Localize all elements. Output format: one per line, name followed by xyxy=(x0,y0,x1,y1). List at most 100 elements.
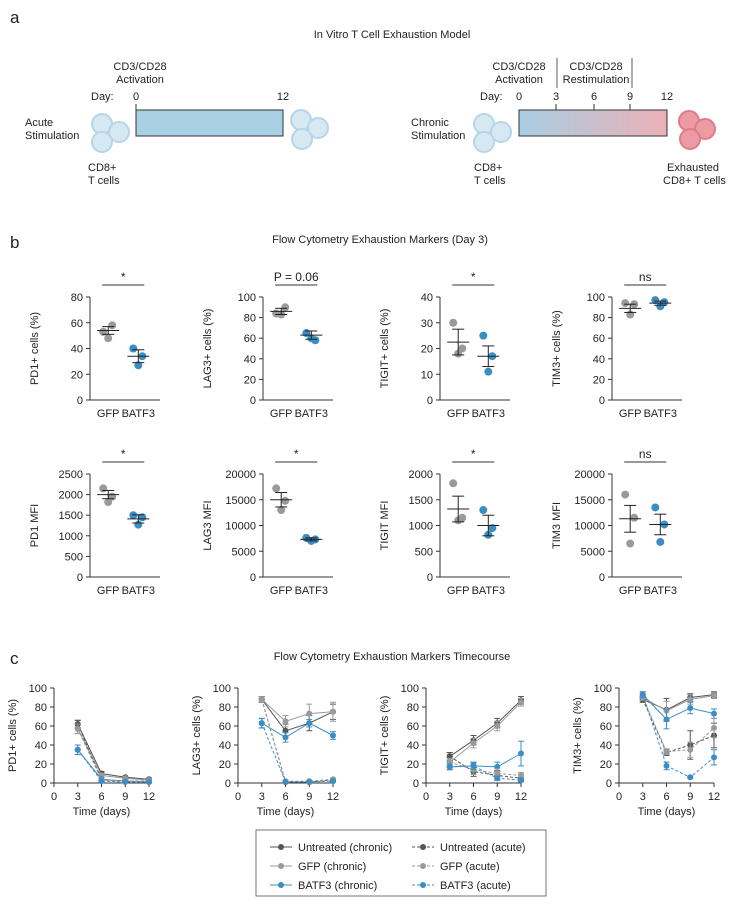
acute-cells-line2: T cells xyxy=(88,175,120,187)
chronic-day-9: 9 xyxy=(627,91,633,103)
y-tick-label: 0 xyxy=(250,572,256,584)
data-point-batf3 xyxy=(479,506,488,515)
data-point xyxy=(258,720,265,727)
legend-item: Untreated (acute) xyxy=(412,842,526,854)
x-tick-label: BATF3 xyxy=(122,408,155,420)
series-untreated-acute xyxy=(639,696,717,760)
data-point-batf3 xyxy=(479,331,488,340)
data-point-gfp xyxy=(449,318,458,327)
panel-c: c Flow Cytometry Exhaustion Markers Time… xyxy=(7,649,720,818)
x-axis-label: Time (days) xyxy=(73,806,131,818)
legend-item: Untreated (chronic) xyxy=(270,842,392,854)
x-tick-label: 0 xyxy=(616,791,622,803)
data-point-batf3 xyxy=(651,503,660,512)
y-tick-label: 60 xyxy=(219,721,231,733)
chronic-day-6: 6 xyxy=(591,91,597,103)
acute-day-end: 12 xyxy=(277,91,289,103)
lineplot-c3: 0 20 40 60 80 100 0 3 6 9 12 Time (days) TIGIT+ cell… xyxy=(379,683,527,818)
y-tick-label: 0 xyxy=(606,778,612,790)
panel-b-label: b xyxy=(10,233,19,252)
data-point xyxy=(306,720,313,727)
x-tick-label: 9 xyxy=(122,791,128,803)
data-point xyxy=(330,732,336,739)
acute-activation-line2: Activation xyxy=(116,74,164,86)
legend-swatch-marker xyxy=(420,882,426,888)
data-point-batf3 xyxy=(484,367,493,376)
y-axis-label: PD1+ cells (%) xyxy=(7,699,19,772)
significance-label: P = 0.06 xyxy=(274,270,319,284)
series-batf3-chronic xyxy=(446,740,524,773)
y-axis-label: PD1 MFI xyxy=(29,504,41,547)
panel-a-label: a xyxy=(10,8,20,27)
chronic-restim-line2: Restimulation xyxy=(563,74,630,86)
y-tick-label: 0 xyxy=(599,395,605,407)
exhausted-line1: Exhausted xyxy=(667,162,719,174)
x-tick-label: GFP xyxy=(447,585,470,597)
dotplot-b1: 0 20 40 60 80 GFP BATF3 PD1+ cells (%) * xyxy=(29,270,160,420)
legend-item: GFP (chronic) xyxy=(270,861,366,873)
x-tick-label: 0 xyxy=(423,791,429,803)
acute-stimulation-line2: Stimulation xyxy=(25,130,79,142)
y-tick-label: 0 xyxy=(427,572,433,584)
data-point xyxy=(282,718,289,725)
y-tick-label: 80 xyxy=(593,313,605,325)
data-point xyxy=(639,691,646,698)
series-batf3-acute xyxy=(639,691,717,781)
legend-item: GFP (acute) xyxy=(412,861,500,873)
x-tick-label: 12 xyxy=(515,791,527,803)
data-point-gfp xyxy=(626,539,635,548)
y-tick-label: 0 xyxy=(77,572,83,584)
legend-item: BATF3 (acute) xyxy=(412,880,511,892)
data-point-gfp xyxy=(281,496,290,505)
y-tick-label: 100 xyxy=(238,292,256,304)
acute-schematic: CD3/CD28 Activation Day: 0 12 Acute Stim… xyxy=(25,61,329,187)
series-line xyxy=(642,694,715,721)
y-tick-label: 100 xyxy=(29,683,47,695)
data-point xyxy=(470,740,477,747)
y-tick-label: 40 xyxy=(421,292,433,304)
data-point xyxy=(687,746,694,753)
series-line xyxy=(77,723,150,780)
x-tick-label: GFP xyxy=(619,585,642,597)
series-line xyxy=(261,699,334,722)
series-gfp-chronic xyxy=(258,696,336,728)
legend-swatch-marker xyxy=(278,882,284,888)
data-point xyxy=(494,775,501,782)
data-point xyxy=(518,777,524,784)
y-tick-label: 80 xyxy=(219,702,231,714)
dotplot-b3: 0 10 20 30 40 GFP BATF3 TIGIT+ cells (%) * xyxy=(379,270,510,420)
legend-label: GFP (acute) xyxy=(440,861,500,873)
y-tick-label: 2000 xyxy=(59,490,83,502)
chronic-activation-line1: CD3/CD28 xyxy=(492,61,545,73)
data-point-batf3 xyxy=(651,296,660,305)
data-point xyxy=(711,710,717,717)
legend-swatch-marker xyxy=(278,844,284,850)
x-axis-label: Time (days) xyxy=(638,806,696,818)
chronic-restim-line1: CD3/CD28 xyxy=(569,61,622,73)
exhausted-cells-icon xyxy=(678,110,716,150)
y-tick-label: 100 xyxy=(401,683,419,695)
legend-label: Untreated (chronic) xyxy=(298,842,392,854)
series-untreated-chronic xyxy=(74,719,152,783)
data-point xyxy=(74,746,81,753)
y-tick-label: 60 xyxy=(407,721,419,733)
data-point-batf3 xyxy=(134,361,143,370)
y-tick-label: 2500 xyxy=(59,469,83,481)
y-tick-label: 0 xyxy=(413,778,419,790)
series-line xyxy=(449,753,522,768)
chronic-cd8-cells-icon xyxy=(473,113,512,153)
y-tick-label: 80 xyxy=(35,702,47,714)
data-point-gfp xyxy=(104,498,113,507)
y-axis-label: LAG3+ cells (%) xyxy=(191,696,203,776)
series-line xyxy=(261,722,334,738)
series-untreated-acute xyxy=(74,719,152,785)
data-point-gfp xyxy=(449,479,458,488)
series-gfp-chronic xyxy=(74,723,152,784)
y-tick-label: 60 xyxy=(71,318,83,330)
y-axis-label: TIM3 MFI xyxy=(551,502,563,549)
legend-item: BATF3 (chronic) xyxy=(270,880,377,892)
y-tick-label: 20 xyxy=(35,759,47,771)
y-axis-label: LAG3 MFI xyxy=(202,500,214,550)
data-point xyxy=(74,725,81,732)
